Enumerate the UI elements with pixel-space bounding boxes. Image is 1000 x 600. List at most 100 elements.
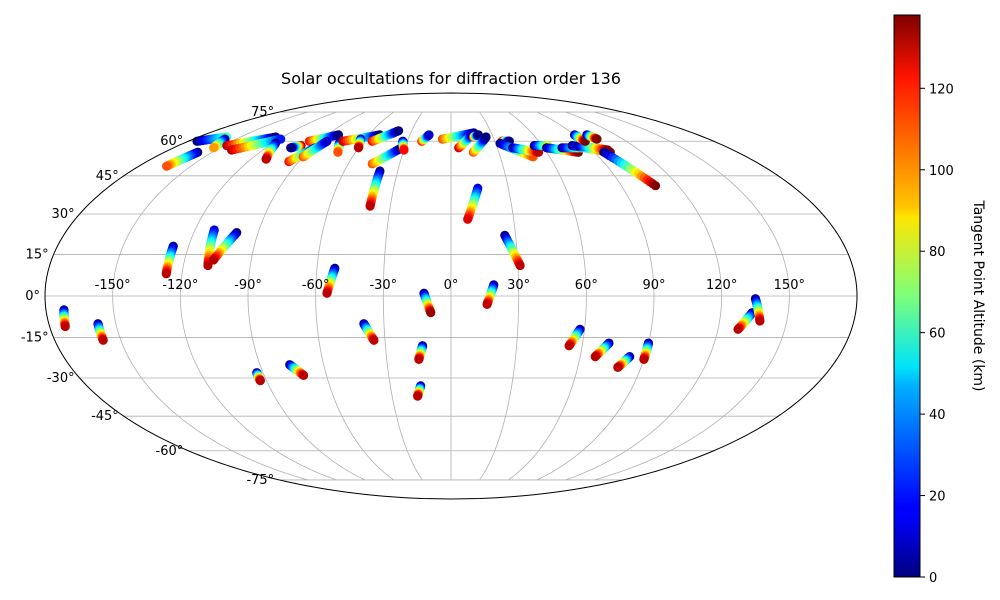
data-point (60, 321, 70, 332)
colorbar-ticks: 0 20 40 60 80 100 120 (920, 82, 954, 586)
colorbar-tick-label: 40 (929, 408, 946, 423)
occultation-track (285, 360, 309, 380)
longitude-tick-labels: -150° -120° -90° -60° -30° 0° 30° 60° 90° 120° 150… (95, 278, 805, 293)
data-point (399, 145, 409, 155)
data-point (353, 143, 364, 153)
occultation-track (413, 381, 426, 401)
lon-tick-label: -120° (162, 278, 198, 293)
data-point (481, 132, 491, 142)
data-point (208, 255, 219, 265)
occultation-track (398, 136, 409, 155)
colorbar-gradient (893, 14, 921, 578)
lat-tick-label: 75° (251, 105, 274, 120)
data-point (369, 335, 379, 345)
data-point (613, 362, 623, 372)
data-point (650, 181, 661, 191)
data-point (426, 308, 436, 318)
occultation-track (93, 319, 108, 345)
occultation-track (463, 183, 483, 224)
data-point (590, 352, 600, 362)
lon-tick-label: 0° (444, 278, 459, 293)
lon-tick-label: 120° (706, 278, 737, 293)
occultation-track (261, 138, 281, 164)
occultation-track (359, 319, 379, 345)
data-point (255, 376, 265, 386)
data-point (209, 143, 219, 153)
data-point (286, 143, 296, 153)
lon-tick-label: -60° (302, 278, 330, 293)
occultation-track (582, 130, 602, 144)
lat-tick-label: 15° (26, 247, 49, 262)
occultation-track (298, 136, 332, 162)
occultation-track (599, 147, 661, 191)
data-point (733, 324, 743, 334)
occultation-track (733, 308, 757, 334)
lon-tick-label: -30° (369, 278, 397, 293)
lon-tick-label: 90° (642, 278, 665, 293)
occultation-track (468, 132, 491, 157)
colorbar-tick-label: 20 (929, 490, 946, 505)
lat-tick-label: -15° (21, 331, 49, 346)
colorbar-label: Tangent Point Altitude (km) (970, 199, 986, 391)
occultation-track (208, 228, 242, 265)
occultation-track (367, 126, 404, 146)
occultation-track (333, 138, 345, 157)
colorbar-tick-label: 60 (929, 327, 946, 342)
graticule (45, 111, 857, 481)
occultation-track (613, 352, 635, 372)
occultation-track (639, 338, 654, 364)
data-point (333, 147, 343, 157)
data-point (515, 260, 525, 271)
data-point (592, 134, 602, 144)
data-point (365, 201, 375, 211)
data-point (463, 214, 473, 224)
lat-tick-label: -45° (91, 409, 119, 424)
data-point (322, 288, 332, 298)
chart-title: Solar occultations for diffraction order… (281, 69, 621, 88)
lat-tick-label: -60° (156, 444, 184, 459)
colorbar: 0 20 40 60 80 100 120 Tangent Point Altitude (… (893, 14, 986, 586)
colorbar-tick-label: 80 (929, 245, 946, 260)
data-point (424, 130, 434, 140)
data-point (261, 154, 271, 164)
occultation-track (482, 280, 499, 309)
lat-tick-label: 45° (96, 169, 119, 184)
occultation-track (750, 294, 765, 326)
lat-tick-label: -75° (246, 473, 274, 488)
data-point (333, 130, 344, 140)
data-point (564, 341, 574, 351)
lon-tick-label: 150° (774, 278, 805, 293)
lon-tick-label: -90° (234, 278, 262, 293)
colorbar-tick-label: 0 (929, 571, 937, 586)
occultation-track (161, 241, 178, 279)
lon-tick-label: 30° (507, 278, 530, 293)
data-point (322, 136, 332, 146)
lon-tick-label: 60° (575, 278, 598, 293)
data-point (98, 335, 108, 345)
data-point (755, 316, 765, 326)
lat-tick-label: 0° (25, 289, 40, 304)
occultation-track (468, 130, 484, 142)
lon-tick-label: -150° (95, 278, 131, 293)
data-point (482, 299, 492, 309)
occultation-track (322, 263, 340, 298)
data-point (299, 370, 309, 380)
occultation-tracks (59, 126, 765, 401)
occultation-track (365, 166, 385, 211)
occultation-track (417, 130, 434, 146)
occultation-track (564, 324, 585, 351)
occultation-track (286, 140, 306, 153)
data-point (639, 354, 649, 364)
map-boundary (44, 92, 858, 500)
colorbar-tick-label: 120 (929, 82, 954, 97)
lat-tick-label: 60° (160, 134, 183, 149)
colorbar-tick-label: 100 (929, 164, 954, 179)
latitude-tick-labels: -75° -60° -45° -30° -15° 0° 15° 30° 45° 60° 75° (21, 105, 274, 488)
occultation-track (419, 288, 436, 318)
occultation-track (162, 147, 203, 171)
data-point (413, 391, 423, 401)
occultation-track (353, 134, 366, 153)
lat-tick-label: -30° (47, 371, 75, 386)
data-point (162, 161, 172, 171)
